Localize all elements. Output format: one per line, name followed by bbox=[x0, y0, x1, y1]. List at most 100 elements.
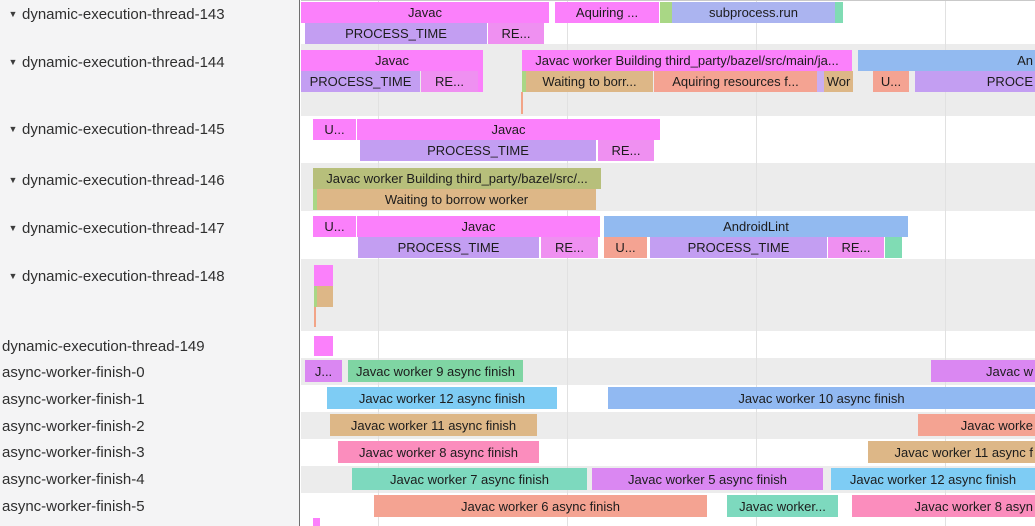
timeline-canvas[interactable]: Javac Aquiring ... subprocess.run PROCESS_T… bbox=[301, 0, 1035, 526]
slice-label: Javac worker 8 async finish bbox=[359, 445, 518, 460]
slice-fragment[interactable] bbox=[314, 265, 333, 286]
expand-arrow-icon[interactable]: ▼ bbox=[0, 9, 22, 19]
slice-process-time[interactable]: PROCESS_TIME bbox=[650, 237, 827, 258]
slice-proce[interactable]: PROCE bbox=[915, 71, 1035, 92]
slice-u[interactable]: U... bbox=[313, 119, 356, 140]
trace-slice-tick[interactable] bbox=[314, 307, 316, 327]
slice-process-time[interactable]: PROCESS_TIME bbox=[360, 140, 596, 161]
slice-waiting-to-borrow-worker[interactable]: Waiting to borrow worker bbox=[317, 189, 596, 210]
slice-javac-worker-11-async-finish[interactable]: Javac worker 11 async finish bbox=[330, 414, 537, 436]
slice-javac[interactable]: Javac bbox=[301, 2, 549, 23]
slice-label: Javac worker Building third_party/bazel/… bbox=[535, 53, 838, 68]
slice-javac-worker-building-third-party-bazel-[interactable]: Javac worker Building third_party/bazel/… bbox=[522, 50, 852, 71]
slice-re[interactable]: RE... bbox=[828, 237, 884, 258]
slice-label: Javac bbox=[492, 122, 526, 137]
expand-arrow-icon[interactable]: ▼ bbox=[0, 57, 22, 67]
slice-u[interactable]: U... bbox=[604, 237, 647, 258]
slice-javac-worker-5-async-finish[interactable]: Javac worker 5 async finish bbox=[592, 468, 823, 490]
slice-re[interactable]: RE... bbox=[598, 140, 654, 161]
slice-label: RE... bbox=[555, 240, 584, 255]
track-label-async-worker-finish-4[interactable]: ▼async-worker-finish-4 bbox=[0, 469, 298, 489]
slice-fragment[interactable] bbox=[660, 2, 672, 23]
track-name-text: async-worker-finish-3 bbox=[0, 444, 145, 461]
slice-label: Javac worke bbox=[961, 418, 1033, 433]
slice-fragment[interactable] bbox=[314, 336, 333, 356]
slice-aquiring-resources-f[interactable]: Aquiring resources f... bbox=[654, 71, 817, 92]
track-label-async-worker-finish-0[interactable]: ▼async-worker-finish-0 bbox=[0, 362, 298, 382]
slice-javac-worker-11-async-f[interactable]: Javac worker 11 async f bbox=[868, 441, 1035, 463]
slice-label: PROCESS_TIME bbox=[345, 26, 447, 41]
expand-arrow-icon[interactable]: ▼ bbox=[0, 175, 22, 185]
track-label-async-worker-finish-3[interactable]: ▼async-worker-finish-3 bbox=[0, 442, 298, 462]
slice-javac-worker-9-async-finish[interactable]: Javac worker 9 async finish bbox=[348, 360, 523, 382]
slice-process-time[interactable]: PROCESS_TIME bbox=[301, 71, 420, 92]
track-label-dynamic-execution-thread-148[interactable]: ▼dynamic-execution-thread-148 bbox=[0, 266, 298, 286]
slice-javac[interactable]: Javac bbox=[357, 216, 600, 237]
expand-arrow-icon[interactable]: ▼ bbox=[0, 124, 22, 134]
slice-u[interactable]: U... bbox=[313, 216, 356, 237]
slice-re[interactable]: RE... bbox=[541, 237, 598, 258]
slice-javac-worker-8-async-finish[interactable]: Javac worker 8 async finish bbox=[338, 441, 539, 463]
slice-javac-worker-12-async-finish[interactable]: Javac worker 12 async finish bbox=[327, 387, 557, 409]
slice-label: RE... bbox=[435, 74, 464, 89]
slice-javac-worker-7-async-finish[interactable]: Javac worker 7 async finish bbox=[352, 468, 587, 490]
track-name-text: async-worker-finish-0 bbox=[0, 364, 145, 381]
slice-process-time[interactable]: PROCESS_TIME bbox=[305, 23, 487, 44]
track-name-text: async-worker-finish-2 bbox=[0, 418, 145, 435]
slice-re[interactable]: RE... bbox=[488, 23, 544, 44]
slice-label: U... bbox=[881, 74, 901, 89]
slice-label: Javac worker Building third_party/bazel/… bbox=[326, 171, 588, 186]
expand-arrow-icon[interactable]: ▼ bbox=[0, 223, 22, 233]
trace-slice-tick[interactable] bbox=[521, 92, 523, 114]
slice-javac-worker-10-async-finish[interactable]: Javac worker 10 async finish bbox=[608, 387, 1035, 409]
slice-wor[interactable]: Wor bbox=[824, 71, 853, 92]
slice-re[interactable]: RE... bbox=[421, 71, 478, 92]
track-label-async-worker-finish-2[interactable]: ▼async-worker-finish-2 bbox=[0, 416, 298, 436]
slice-fragment[interactable] bbox=[313, 518, 320, 526]
slice-j[interactable]: J... bbox=[305, 360, 342, 382]
track-label-dynamic-execution-thread-144[interactable]: ▼dynamic-execution-thread-144 bbox=[0, 52, 298, 72]
slice-label: PROCESS_TIME bbox=[688, 240, 790, 255]
slice-fragment[interactable] bbox=[478, 71, 483, 92]
slice-waiting-to-borr[interactable]: Waiting to borr... bbox=[526, 71, 653, 92]
slice-label: Javac worker 12 async finish bbox=[850, 472, 1016, 487]
slice-javac-worker-8-asyn[interactable]: Javac worker 8 asyn bbox=[852, 495, 1035, 517]
slice-fragment[interactable] bbox=[317, 286, 333, 307]
track-name-text: dynamic-execution-thread-147 bbox=[22, 220, 225, 237]
slice-an[interactable]: An bbox=[858, 50, 1035, 71]
slice-process-time[interactable]: PROCESS_TIME bbox=[358, 237, 539, 258]
slice-label: Waiting to borrow worker bbox=[385, 192, 528, 207]
slice-u[interactable]: U... bbox=[873, 71, 909, 92]
slice-label: RE... bbox=[502, 26, 531, 41]
slice-aquiring[interactable]: Aquiring ... bbox=[555, 2, 659, 23]
slice-javac-w[interactable]: Javac w bbox=[931, 360, 1035, 382]
track-label-async-worker-finish-5[interactable]: ▼async-worker-finish-5 bbox=[0, 496, 298, 516]
slice-javac[interactable]: Javac bbox=[357, 119, 660, 140]
slice-label: J... bbox=[315, 364, 332, 379]
track-name-text: async-worker-finish-1 bbox=[0, 391, 145, 408]
track-name-text: dynamic-execution-thread-149 bbox=[0, 338, 205, 355]
slice-javac-worker-6-async-finish[interactable]: Javac worker 6 async finish bbox=[374, 495, 707, 517]
trace-viewer: ▼dynamic-execution-thread-143▼dynamic-ex… bbox=[0, 0, 1035, 526]
slice-javac-worke[interactable]: Javac worke bbox=[918, 414, 1035, 436]
slice-javac-worker-12-async-finish[interactable]: Javac worker 12 async finish bbox=[831, 468, 1035, 490]
slice-javac[interactable]: Javac bbox=[301, 50, 483, 71]
track-label-dynamic-execution-thread-143[interactable]: ▼dynamic-execution-thread-143 bbox=[0, 4, 298, 24]
track-label-dynamic-execution-thread-145[interactable]: ▼dynamic-execution-thread-145 bbox=[0, 119, 298, 139]
track-label-async-worker-finish-1[interactable]: ▼async-worker-finish-1 bbox=[0, 389, 298, 409]
track-background-band bbox=[301, 259, 1035, 331]
track-label-dynamic-execution-thread-147[interactable]: ▼dynamic-execution-thread-147 bbox=[0, 218, 298, 238]
track-label-dynamic-execution-thread-146[interactable]: ▼dynamic-execution-thread-146 bbox=[0, 170, 298, 190]
slice-javac-worker-building-third-party-bazel-[interactable]: Javac worker Building third_party/bazel/… bbox=[313, 168, 601, 189]
slice-label: Javac worker 10 async finish bbox=[738, 391, 904, 406]
slice-subprocess-run[interactable]: subprocess.run bbox=[672, 2, 835, 23]
slice-label: Javac worker 6 async finish bbox=[461, 499, 620, 514]
slice-javac-worker[interactable]: Javac worker... bbox=[727, 495, 838, 517]
slice-fragment[interactable] bbox=[835, 2, 843, 23]
track-label-dynamic-execution-thread-149[interactable]: ▼dynamic-execution-thread-149 bbox=[0, 336, 298, 356]
slice-androidlint[interactable]: AndroidLint bbox=[604, 216, 908, 237]
slice-fragment[interactable] bbox=[817, 71, 824, 92]
expand-arrow-icon[interactable]: ▼ bbox=[0, 271, 22, 281]
slice-fragment[interactable] bbox=[885, 237, 902, 258]
track-name-text: async-worker-finish-5 bbox=[0, 498, 145, 515]
